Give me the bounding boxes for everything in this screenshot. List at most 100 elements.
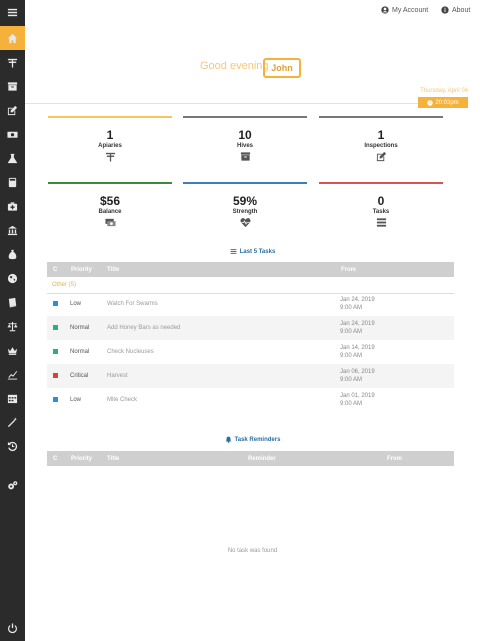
last-tasks-title: Last 5 Tasks <box>239 248 276 255</box>
stat-label: Tasks <box>372 209 390 215</box>
sidebar-item-map[interactable] <box>0 266 25 290</box>
row-priority: Normal <box>70 325 90 331</box>
col-from[interactable]: From <box>341 267 356 273</box>
table-row[interactable]: Normal Check Nucleuses Jan 14, 2019 9:00 … <box>47 340 454 364</box>
sidebar-item-treatments[interactable] <box>0 194 25 218</box>
priority-color-marker <box>53 397 58 402</box>
settings-icon <box>8 480 18 489</box>
col-reminder[interactable]: Reminder <box>248 456 276 462</box>
book-icon <box>8 297 17 308</box>
about-label: About <box>452 6 471 14</box>
sidebar-item-finance[interactable] <box>0 122 25 146</box>
stat-label: Apiaries <box>98 143 122 149</box>
stat-balance[interactable]: $56 Balance <box>48 182 172 233</box>
col-color[interactable]: C <box>53 456 58 462</box>
sidebar-item-wizard[interactable] <box>0 410 25 434</box>
my-account-link[interactable]: My Account <box>381 6 428 14</box>
stat-label: Hives <box>236 143 253 149</box>
history-icon <box>7 441 18 451</box>
current-date: Thursday, April 04 <box>420 88 468 94</box>
col-from[interactable]: From <box>387 456 402 462</box>
row-title[interactable]: Harvest <box>107 373 128 379</box>
sidebar-item-calculator[interactable] <box>0 170 25 194</box>
col-priority[interactable]: Priority <box>71 456 93 462</box>
row-date: Jan 24, 2019 <box>340 321 375 327</box>
current-time-badge: 20:03pm <box>418 97 468 108</box>
magic-wand-icon <box>7 416 17 427</box>
sack-icon <box>8 249 17 259</box>
row-from: Jan 24, 2019 9:00 AM <box>340 296 375 312</box>
greeting-text: Good evening <box>200 60 269 72</box>
sidebar-item-hives[interactable] <box>0 74 25 98</box>
edit-icon <box>7 105 18 115</box>
sidebar-item-apiaries[interactable] <box>0 50 25 74</box>
col-priority[interactable]: Priority <box>71 267 93 273</box>
stat-strength[interactable]: 59% Strength <box>183 182 307 233</box>
sidebar-item-compare[interactable] <box>0 314 25 338</box>
stat-label: Inspections <box>364 143 398 149</box>
sidebar-item-home[interactable] <box>0 26 25 50</box>
medkit-icon <box>7 201 18 211</box>
about-link[interactable]: About <box>441 6 470 14</box>
globe-icon <box>7 273 18 283</box>
priority-color-marker <box>53 349 58 354</box>
bank-icon <box>7 225 18 235</box>
calendar-icon <box>7 394 18 403</box>
stat-hives[interactable]: 10 Hives <box>183 116 307 167</box>
sidebar-item-reports[interactable] <box>0 362 25 386</box>
sidebar-item-queens[interactable] <box>0 338 25 362</box>
sidebar-item-lab[interactable] <box>0 146 25 170</box>
task-group-row[interactable]: Other (5) <box>47 277 454 294</box>
stat-label: Strength <box>232 209 258 215</box>
sidebar-item-inspections[interactable] <box>0 98 25 122</box>
heartbeat-icon <box>240 218 250 228</box>
sidebar-item-history[interactable] <box>0 434 25 458</box>
stat-apiaries[interactable]: 1 Apiaries <box>48 116 172 167</box>
sidebar-item-calendar[interactable] <box>0 386 25 410</box>
menu-toggle[interactable] <box>0 0 25 24</box>
stat-tasks[interactable]: 0 Tasks <box>319 182 443 233</box>
tasks-table-header: C Priority Title From <box>47 262 454 277</box>
col-title[interactable]: Title <box>107 267 120 273</box>
row-title[interactable]: Add Honey Bars as needed <box>107 325 181 331</box>
power-icon <box>8 622 17 633</box>
my-account-label: My Account <box>392 6 429 14</box>
header-divider <box>25 103 468 104</box>
task-reminders-heading: Task Reminders <box>0 436 480 443</box>
row-priority: Low <box>70 397 82 403</box>
table-row[interactable]: Low Mite Check Jan 01, 2019 9:00 AM <box>47 388 454 412</box>
row-title[interactable]: Check Nucleuses <box>107 349 154 355</box>
stat-bar <box>48 182 172 184</box>
table-row[interactable]: Low Watch For Swarms Jan 24, 2019 9:00 AM <box>47 292 454 316</box>
sidebar-item-bank[interactable] <box>0 218 25 242</box>
col-color[interactable]: C <box>53 267 58 273</box>
sidebar-item-journal[interactable] <box>0 290 25 314</box>
user-name-badge[interactable]: John <box>263 58 301 78</box>
row-title[interactable]: Mite Check <box>107 397 138 403</box>
sidebar-item-logout[interactable] <box>0 616 25 640</box>
sidebar-item-harvest[interactable] <box>0 242 25 266</box>
col-title[interactable]: Title <box>107 456 120 462</box>
stat-inspections[interactable]: 1 Inspections <box>319 116 443 167</box>
row-priority: Low <box>70 301 82 307</box>
crown-icon <box>7 346 18 355</box>
tasks-icon <box>376 218 386 227</box>
priority-color-marker <box>53 325 58 330</box>
stat-label: Balance <box>98 209 122 215</box>
stat-value: 0 <box>377 194 385 208</box>
list-icon <box>230 249 237 254</box>
row-time: 9:00 AM <box>340 305 363 311</box>
sidebar-item-settings[interactable] <box>0 473 25 497</box>
priority-color-marker <box>53 373 58 378</box>
row-priority: Normal <box>70 349 90 355</box>
flask-icon <box>7 153 18 163</box>
row-title[interactable]: Watch For Swarms <box>107 301 158 307</box>
table-row[interactable]: Normal Add Honey Bars as needed Jan 24, … <box>47 316 454 340</box>
stat-value: $56 <box>99 194 121 208</box>
row-date: Jan 06, 2019 <box>340 369 375 375</box>
row-priority: Critical <box>70 373 89 379</box>
table-row[interactable]: Critical Harvest Jan 06, 2019 9:00 AM <box>47 364 454 388</box>
chart-icon <box>7 370 18 380</box>
apiary-icon <box>7 58 18 68</box>
empty-state-message: No task was found <box>227 548 278 554</box>
